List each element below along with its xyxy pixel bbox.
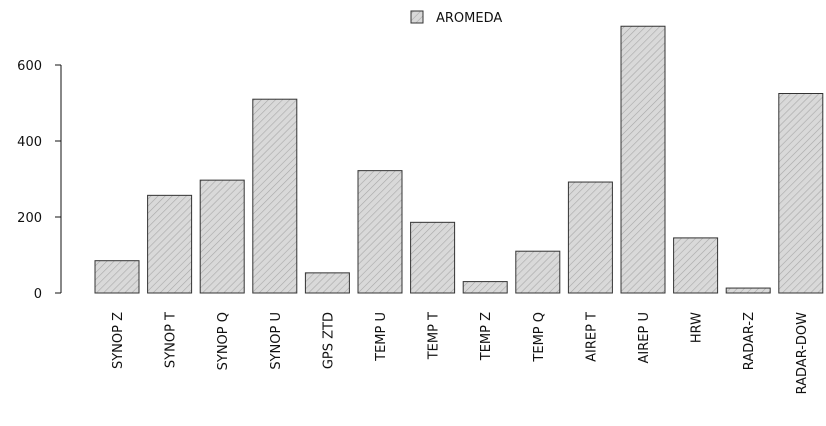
category-label: HRW bbox=[690, 312, 705, 343]
category-label: AIREP T bbox=[584, 312, 599, 362]
legend-swatch bbox=[410, 10, 424, 24]
legend-label: AROMEDA bbox=[436, 11, 502, 26]
bar-temp-t bbox=[410, 221, 456, 294]
category-label: TEMP Z bbox=[479, 312, 494, 361]
category-label: RADAR-Z bbox=[742, 312, 757, 370]
category-label: SYNOP U bbox=[269, 312, 284, 370]
legend: AROMEDA bbox=[410, 10, 502, 26]
bar-synop-q bbox=[199, 179, 245, 294]
bar-synop-z bbox=[94, 260, 140, 294]
category-label: AIREP U bbox=[637, 312, 652, 363]
bar-temp-z bbox=[462, 281, 508, 294]
category-label: GPS ZTD bbox=[321, 312, 336, 369]
bar-temp-u bbox=[357, 170, 403, 294]
bars bbox=[94, 25, 824, 294]
bar-airep-u bbox=[620, 25, 666, 294]
bar-airep-t bbox=[567, 181, 613, 294]
y-tick-label: 600 bbox=[17, 59, 42, 74]
category-label: TEMP U bbox=[374, 312, 389, 362]
bar-radar-z bbox=[725, 287, 771, 294]
category-label: SYNOP T bbox=[164, 312, 179, 368]
y-axis: 0 200 400 600 bbox=[17, 59, 62, 302]
category-label: SYNOP Q bbox=[216, 312, 231, 370]
bar-gps-ztd bbox=[304, 272, 350, 294]
y-tick-label: 0 bbox=[34, 287, 42, 302]
bar-synop-u bbox=[252, 98, 298, 294]
y-tick-label: 400 bbox=[17, 135, 42, 150]
bar-synop-t bbox=[147, 194, 193, 294]
bar-temp-q bbox=[515, 250, 561, 294]
bar-radar-dow bbox=[778, 93, 824, 294]
category-label: RADAR-DOW bbox=[795, 312, 810, 395]
y-tick-label: 200 bbox=[17, 211, 42, 226]
category-labels: SYNOP Z SYNOP T SYNOP Q SYNOP U GPS ZTD TEMP … bbox=[111, 312, 810, 395]
category-label: TEMP Q bbox=[532, 312, 547, 363]
y-axis-ticks: 0 200 400 600 bbox=[17, 59, 61, 302]
category-label: SYNOP Z bbox=[111, 312, 126, 369]
bar-hrw bbox=[673, 237, 719, 294]
category-label: TEMP T bbox=[427, 312, 442, 360]
